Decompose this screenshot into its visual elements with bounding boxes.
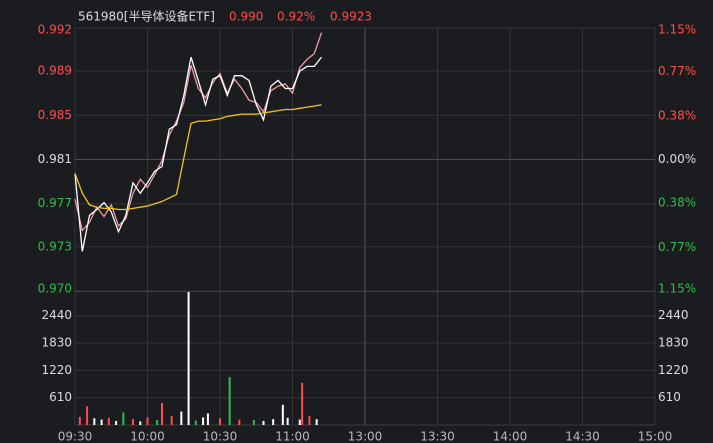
volume-bar [115, 420, 118, 425]
volume-bar [202, 417, 205, 425]
volume-bar [301, 382, 304, 425]
volume-bar [252, 420, 255, 425]
y2-tick-label: 1830 [658, 336, 689, 350]
volume-bar [146, 417, 149, 425]
x-tick-label: 10:00 [130, 430, 165, 443]
y-tick-label: 610 [49, 390, 72, 404]
y2-tick-label: 1220 [658, 363, 689, 377]
x-tick-label: 10:30 [203, 430, 238, 443]
volume-bar [206, 413, 209, 425]
header-price: 0.990 [229, 10, 263, 24]
volume-bar [132, 419, 134, 425]
y-tick-label: 1220 [41, 363, 72, 377]
volume-bar [78, 416, 81, 425]
volume-bar [86, 406, 89, 425]
volume-bar [107, 417, 110, 425]
x-tick-label: 13:30 [420, 430, 455, 443]
volume-bar [194, 420, 197, 425]
y2-tick-label: 1.15% [658, 23, 696, 37]
y-tick-label: 0.992 [38, 23, 72, 37]
price-line [74, 56, 323, 252]
y2-tick-label: 0.77% [658, 64, 696, 78]
volume-bar [315, 419, 318, 425]
y-tick-label: 0.977 [38, 196, 72, 210]
y-tick-label: 2440 [41, 308, 72, 322]
x-tick-label: 11:00 [275, 430, 310, 443]
volume-bar [308, 416, 311, 425]
header-change: 0.92% [277, 10, 315, 24]
chart-title: 561980[半导体设备ETF] [78, 10, 215, 24]
y2-tick-label: 0.38% [658, 109, 696, 123]
y-tick-label: 1830 [41, 336, 72, 350]
volume-bar [122, 412, 125, 425]
x-tick-label: 15:00 [638, 430, 673, 443]
volume-bar [272, 419, 275, 425]
volume-bar [180, 411, 183, 425]
y2-tick-label: 610 [658, 390, 681, 404]
volume-bar [286, 417, 289, 425]
y2-tick-label: 0.00% [658, 152, 696, 166]
x-tick-label: 09:30 [58, 430, 93, 443]
y2-tick-label: 0.77% [658, 240, 696, 254]
volume-bar [93, 418, 96, 425]
y2-tick-label: 1.15% [658, 282, 696, 296]
y2-tick-label: 2440 [658, 308, 689, 322]
x-tick-label: 13:00 [348, 430, 383, 443]
volume-bar [262, 420, 265, 425]
x-tick-label: 14:30 [565, 430, 600, 443]
y2-tick-label: 0.38% [658, 195, 696, 209]
y-tick-label: 0.985 [38, 108, 72, 122]
y-tick-label: 0.989 [38, 64, 72, 78]
volume-bar [219, 418, 221, 425]
x-tick-label: 14:00 [493, 430, 528, 443]
volume-bar [161, 403, 163, 425]
y-tick-label: 0.981 [38, 152, 72, 166]
header-value: 0.9923 [330, 10, 372, 24]
volume-bar [187, 292, 190, 425]
volume-bar [281, 404, 284, 425]
volume-bar [298, 419, 301, 425]
volume-bar [156, 420, 159, 425]
volume-bar [228, 377, 231, 425]
price-line [74, 104, 322, 211]
y-tick-label: 0.970 [38, 282, 72, 296]
volume-bar [238, 419, 241, 425]
volume-bar [100, 419, 103, 425]
y-tick-label: 0.973 [38, 239, 72, 253]
price-line [74, 32, 323, 232]
volume-bar [170, 416, 173, 425]
volume-bar [139, 421, 142, 425]
